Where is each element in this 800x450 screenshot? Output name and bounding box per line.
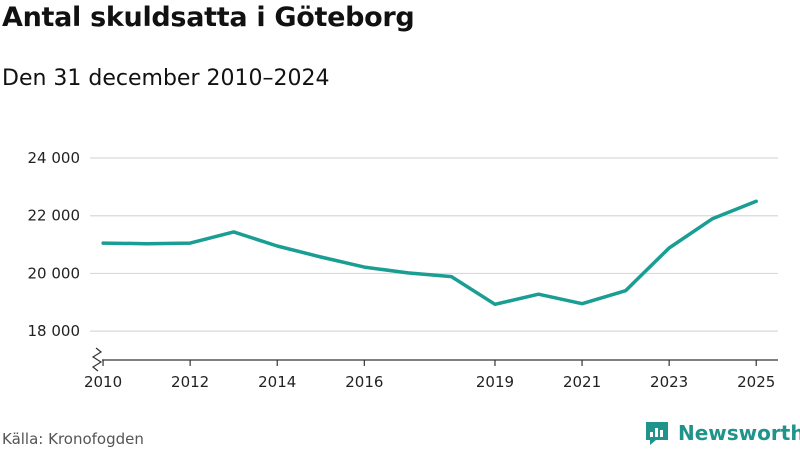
x-tick-label: 2025 bbox=[737, 373, 775, 391]
x-tick-label: 2021 bbox=[563, 373, 601, 391]
x-tick-label: 2016 bbox=[345, 373, 383, 391]
data-point bbox=[98, 238, 108, 248]
y-tick-label: 22 000 bbox=[28, 207, 81, 225]
brand-logo-group: Newsworthy bbox=[644, 420, 800, 446]
data-point bbox=[403, 268, 413, 278]
x-tick-label: 2014 bbox=[258, 373, 296, 391]
y-tick-label: 18 000 bbox=[28, 322, 81, 340]
x-tick-label: 2023 bbox=[650, 373, 688, 391]
data-point bbox=[490, 299, 500, 309]
chart-title: Antal skuldsatta i Göteborg bbox=[2, 2, 415, 33]
newsworthy-logo-icon bbox=[646, 422, 668, 445]
axis-break-icon bbox=[91, 347, 103, 372]
data-point bbox=[751, 196, 761, 206]
x-axis bbox=[91, 347, 778, 372]
data-point bbox=[621, 286, 631, 296]
y-tick-label: 20 000 bbox=[28, 264, 81, 282]
series-line bbox=[101, 199, 758, 307]
source-label: Källa: Kronofogden bbox=[2, 430, 144, 448]
data-point bbox=[577, 299, 587, 309]
data-point bbox=[142, 239, 152, 249]
series-layer bbox=[98, 196, 761, 309]
x-tick-label: 2019 bbox=[476, 373, 514, 391]
data-point bbox=[359, 262, 369, 272]
data-point bbox=[185, 238, 195, 248]
brand-name: Newsworthy bbox=[678, 421, 800, 445]
y-tick-label: 24 000 bbox=[28, 149, 81, 167]
data-point bbox=[708, 214, 718, 224]
data-point bbox=[229, 227, 239, 237]
data-point bbox=[534, 289, 544, 299]
x-tick-label: 2012 bbox=[171, 373, 209, 391]
data-point bbox=[316, 252, 326, 262]
data-point bbox=[272, 241, 282, 251]
x-tick-label: 2010 bbox=[84, 373, 122, 391]
grid-lines bbox=[90, 157, 778, 332]
data-point bbox=[446, 272, 456, 282]
y-axis-labels: 18 000 20 000 22 000 24 000 bbox=[28, 149, 81, 340]
x-axis-labels: 2010 2012 2014 2016 2019 2021 2023 2025 bbox=[84, 373, 775, 391]
data-point bbox=[664, 243, 674, 253]
chart-subtitle: Den 31 december 2010–2024 bbox=[2, 66, 330, 91]
